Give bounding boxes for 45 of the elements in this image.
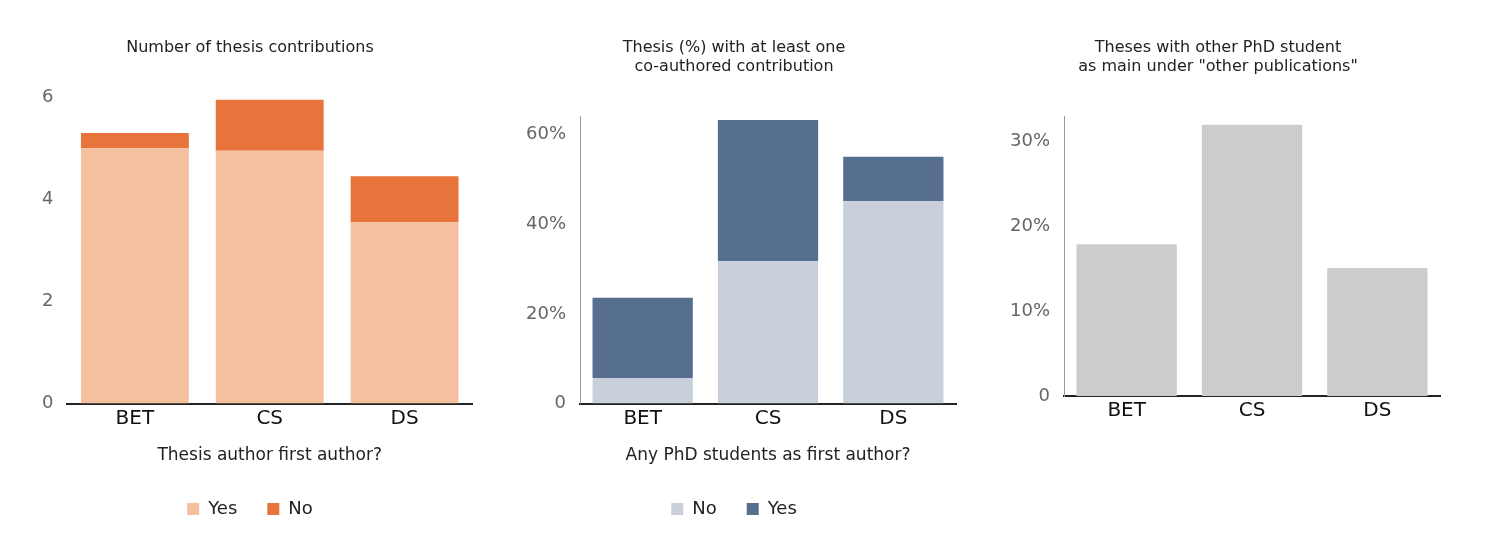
- y-tick-label: 30%: [1009, 129, 1051, 151]
- bar: [80, 132, 189, 149]
- y-tick-label: 10%: [1009, 298, 1051, 320]
- x-tick-label: DS: [1363, 397, 1392, 422]
- bar: [350, 176, 459, 223]
- legend-label: No: [692, 496, 717, 518]
- chart-title: Number of thesis contributions: [126, 36, 374, 56]
- bar: [350, 222, 459, 404]
- bar: [1076, 244, 1177, 396]
- y-tick-label: 40%: [525, 211, 567, 233]
- x-tick-label: DS: [879, 404, 908, 429]
- x-tick-label: BET: [623, 404, 663, 429]
- x-axis-title: Thesis author first author?: [156, 444, 383, 465]
- x-tick-label: CS: [256, 404, 284, 429]
- bar: [717, 119, 819, 262]
- bar: [843, 156, 944, 202]
- legend-label: Yes: [207, 496, 238, 518]
- bar: [592, 297, 693, 379]
- y-tick-label: 4: [42, 187, 54, 209]
- y-tick-label: 0: [1038, 383, 1051, 405]
- legend-label: No: [288, 496, 313, 518]
- y-tick-label: 0: [42, 391, 54, 413]
- x-tick-label: CS: [754, 404, 782, 429]
- y-tick-label: 60%: [525, 122, 567, 144]
- chart-title: Thesis (%) with at least one co-authored contribution: [621, 36, 846, 75]
- bar: [592, 378, 693, 404]
- bar: [1327, 268, 1428, 396]
- x-tick-label: BET: [115, 404, 155, 429]
- bar: [215, 99, 324, 151]
- x-tick-label: CS: [1238, 397, 1266, 422]
- legend-label: Yes: [766, 496, 797, 518]
- y-tick-label: 2: [42, 289, 54, 311]
- x-tick-label: BET: [1107, 397, 1147, 422]
- chart-title: Theses with other PhD student as main under "other publications": [1078, 36, 1358, 75]
- x-axis-title: Any PhD students as first author?: [625, 444, 911, 465]
- bar: [843, 201, 944, 404]
- bar: [717, 261, 819, 404]
- x-tick-label: DS: [390, 404, 419, 429]
- bar: [1201, 124, 1303, 396]
- y-tick-label: 0: [554, 391, 567, 413]
- bar: [80, 148, 189, 404]
- bar: [215, 150, 324, 404]
- y-tick-label: 20%: [1009, 214, 1051, 236]
- y-tick-label: 20%: [525, 301, 567, 323]
- y-tick-label: 6: [42, 84, 54, 106]
